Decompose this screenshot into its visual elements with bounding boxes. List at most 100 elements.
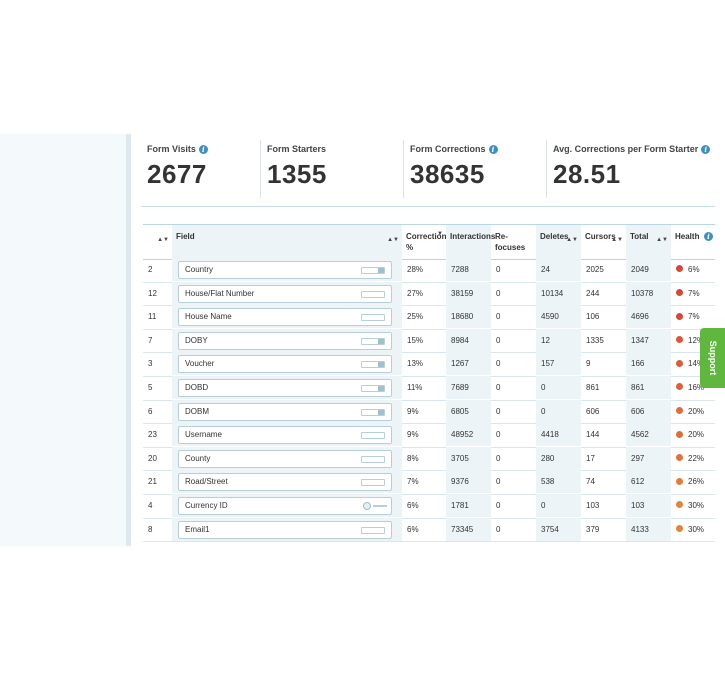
cell-field: Road/Street [172, 470, 402, 494]
stat-label: Avg. Corrections per Form Starter [553, 144, 699, 154]
col-header-cursors[interactable]: Cursors ▲▼ [585, 232, 623, 243]
sort-icon: ▲▼ [157, 237, 169, 243]
cell-deletes: 0 [536, 376, 581, 399]
table-row[interactable]: 5 DOBD 11% 7689 0 0 861 861 16% [143, 376, 715, 401]
table-row[interactable]: 6 DOBM 9% 6805 0 0 606 606 20% [143, 399, 715, 425]
info-icon[interactable]: i [488, 145, 498, 155]
cell-value: 7689 [451, 383, 469, 392]
col-header-correction[interactable]: Correction % ▼ [406, 231, 447, 252]
cell-refocuses: 0 [491, 423, 536, 446]
health-value: 7% [688, 288, 700, 298]
cell-value: 2 [148, 265, 153, 274]
field-name: Road/Street [185, 477, 228, 487]
table-row[interactable]: 23 Username 9% 48952 0 4418 144 4562 20% [143, 423, 715, 448]
field-preview[interactable]: Currency ID [178, 497, 392, 515]
health-dot-icon [676, 406, 683, 414]
cell-value: 17 [586, 453, 595, 463]
cell-interactions: 38159 [446, 281, 491, 305]
cell-total: 103 [626, 494, 671, 517]
table-row[interactable]: 4 Currency ID 6% 1781 0 0 103 103 30% [143, 494, 715, 519]
cell-value: 9% [407, 430, 419, 440]
field-preview[interactable]: Road/Street [178, 473, 392, 492]
cell-value: 13% [407, 359, 424, 369]
stat-form-starters: Form Starters 1355 [261, 134, 404, 198]
cell-number: 3 [143, 352, 172, 375]
cell-value: 18680 [451, 312, 474, 322]
col-header-number[interactable]: ▲▼ [143, 225, 172, 259]
info-icon[interactable]: i [704, 232, 713, 241]
cell-health: 7% [671, 305, 715, 328]
support-tab[interactable]: Support [700, 328, 725, 388]
cell-health: 6% [671, 258, 715, 281]
table-row[interactable]: 20 County 8% 3705 0 280 17 297 22% [143, 446, 715, 472]
stat-value: 38635 [410, 159, 485, 189]
cell-value: 10378 [631, 288, 654, 298]
col-header-deletes[interactable]: Deletes ▲▼ [536, 225, 581, 259]
cell-correction: 9% [402, 400, 446, 423]
field-preview[interactable]: DOBY [178, 331, 392, 350]
field-preview[interactable]: House/Flat Number [178, 284, 392, 303]
cell-value: 2049 [631, 265, 649, 274]
health-dot-icon [676, 359, 683, 367]
gear-line [373, 505, 387, 507]
field-preview[interactable]: Username [178, 426, 392, 445]
table-row[interactable]: 12 House/Flat Number 27% 38159 0 10134 244 1037… [143, 281, 715, 307]
field-preview[interactable]: House Name [178, 308, 392, 327]
table-row[interactable]: 8 Email1 6% 73345 0 3754 379 4133 30% [143, 517, 715, 543]
select-control-icon [361, 361, 385, 369]
cell-number: 11 [143, 305, 172, 328]
cell-value: 280 [541, 453, 555, 463]
table-row[interactable]: 2 Country 28% 7288 0 24 2025 2049 6% [143, 258, 715, 283]
cell-value: 0 [496, 335, 501, 345]
cell-value: 1781 [451, 501, 469, 510]
cell-value: 297 [631, 453, 645, 463]
table-row[interactable]: 21 Road/Street 7% 9376 0 538 74 612 26% [143, 470, 715, 495]
cell-health: 20% [671, 423, 715, 446]
cell-value: 48952 [451, 430, 474, 440]
cell-value: 0 [541, 383, 546, 392]
col-header-total[interactable]: Total ▲▼ [626, 225, 671, 259]
table-row[interactable]: 7 DOBY 15% 8984 0 12 1335 1347 12% [143, 328, 715, 354]
field-name: County [185, 453, 211, 463]
cell-number: 6 [143, 400, 172, 423]
divider [403, 140, 404, 198]
cell-value: 3754 [541, 524, 559, 534]
cell-value: 1347 [631, 335, 649, 345]
field-preview[interactable]: Country [178, 261, 392, 279]
cell-value: 8984 [451, 335, 469, 345]
info-icon[interactable]: i [701, 145, 711, 155]
field-preview[interactable]: Voucher [178, 355, 392, 374]
field-preview[interactable]: County [178, 449, 392, 468]
cell-value: 15% [407, 335, 424, 345]
field-preview[interactable]: DOBM [178, 402, 392, 421]
cell-interactions: 9376 [446, 470, 491, 494]
cell-total: 4696 [626, 305, 671, 329]
cell-field: House/Flat Number [172, 281, 402, 305]
info-icon[interactable]: i [198, 145, 208, 155]
cell-total: 1347 [626, 328, 671, 352]
col-header-refocuses[interactable]: Re-focuses [495, 232, 526, 252]
col-header-field[interactable]: Field ▲▼ [172, 225, 402, 259]
stat-value: 2677 [147, 159, 207, 189]
col-header-health[interactable]: Health i [671, 225, 715, 259]
col-header-interactions[interactable]: Interactions [446, 225, 495, 259]
cell-correction: 28% [402, 258, 446, 281]
cell-health: 7% [671, 282, 715, 305]
cell-deletes: 24 [536, 258, 581, 281]
field-preview[interactable]: DOBD [178, 379, 392, 397]
health-value: 16% [688, 383, 705, 392]
field-preview[interactable]: Email1 [178, 520, 392, 539]
cell-cursors: 9 [581, 352, 626, 375]
cell-value: 6805 [451, 406, 469, 416]
cell-field: Currency ID [172, 494, 402, 517]
text-input-icon [361, 290, 385, 298]
cell-value: 73345 [451, 524, 474, 534]
select-control-icon [361, 408, 385, 416]
cell-health: 16% [671, 376, 715, 399]
table-row[interactable]: 11 House Name 25% 18680 0 4590 106 4696 7% [143, 305, 715, 330]
cell-total: 606 [626, 399, 671, 423]
cell-value: 0 [496, 312, 501, 322]
table-row[interactable]: 3 Voucher 13% 1267 0 157 9 166 14% [143, 352, 715, 377]
field-name: Voucher [185, 359, 215, 369]
divider [546, 140, 547, 198]
